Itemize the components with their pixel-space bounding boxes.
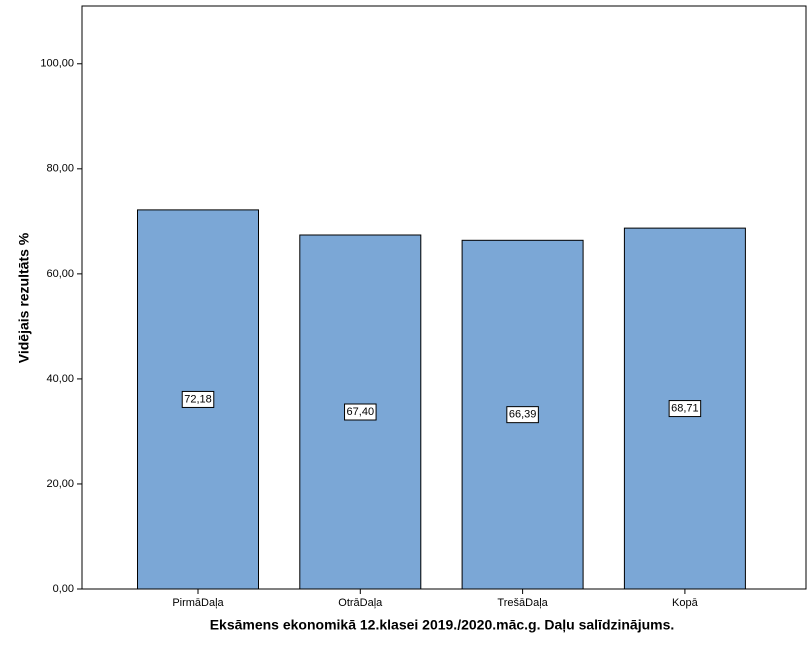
y-tick-label: 80,00: [46, 163, 74, 175]
x-tick-label: TrešāDaļa: [497, 597, 548, 609]
x-tick-label: OtrāDaļa: [338, 597, 383, 609]
value-label: 67,40: [347, 406, 375, 418]
value-label: 66,39: [509, 409, 537, 421]
x-tick-label: PirmāDaļa: [172, 597, 224, 609]
y-tick-label: 40,00: [46, 373, 74, 385]
y-tick-label: 20,00: [46, 478, 74, 490]
y-axis-title: Vidējais rezultāts %: [16, 232, 32, 363]
x-axis-title: Eksāmens ekonomikā 12.klasei 2019./2020.…: [210, 617, 675, 633]
y-tick-label: 100,00: [40, 58, 74, 70]
value-label: 68,71: [671, 402, 699, 414]
value-label: 72,18: [184, 393, 212, 405]
y-tick-label: 60,00: [46, 268, 74, 280]
x-tick-label: Kopā: [672, 597, 699, 609]
y-tick-label: 0,00: [53, 583, 74, 595]
value-label-box: [344, 403, 377, 421]
value-label-box: [506, 406, 539, 424]
value-label-box: [668, 400, 702, 418]
value-label-box: [181, 390, 215, 408]
